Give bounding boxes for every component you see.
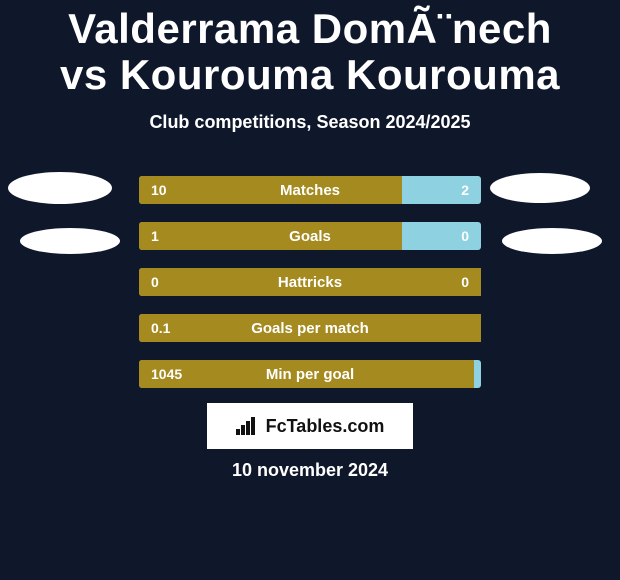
stat-bar-label: Goals per match — [139, 314, 481, 342]
fctables-logo: FcTables.com — [207, 403, 413, 449]
stat-bar-label: Goals — [139, 222, 481, 250]
stat-bar-row: 102Matches — [139, 176, 481, 204]
stat-bar-label: Hattricks — [139, 268, 481, 296]
stat-bar-row: 0.1Goals per match — [139, 314, 481, 342]
logo-text: FcTables.com — [266, 416, 385, 437]
stat-bar-row: 1045Min per goal — [139, 360, 481, 388]
stat-bar-row: 00Hattricks — [139, 268, 481, 296]
decorative-ellipse — [490, 173, 590, 203]
decorative-ellipse — [502, 228, 602, 254]
decorative-ellipse — [8, 172, 112, 204]
bar-chart-icon — [236, 417, 258, 435]
subtitle: Club competitions, Season 2024/2025 — [0, 112, 620, 133]
stat-bar-row: 10Goals — [139, 222, 481, 250]
stat-bar-label: Min per goal — [139, 360, 481, 388]
stat-bar-label: Matches — [139, 176, 481, 204]
page-title: Valderrama DomÃ¨nech vs Kourouma Kouroum… — [0, 0, 620, 98]
decorative-ellipse — [20, 228, 120, 254]
stat-bars: 102Matches 10Goals 00Hattricks 0.1Goals per… — [139, 176, 481, 406]
footer-date: 10 november 2024 — [0, 460, 620, 481]
